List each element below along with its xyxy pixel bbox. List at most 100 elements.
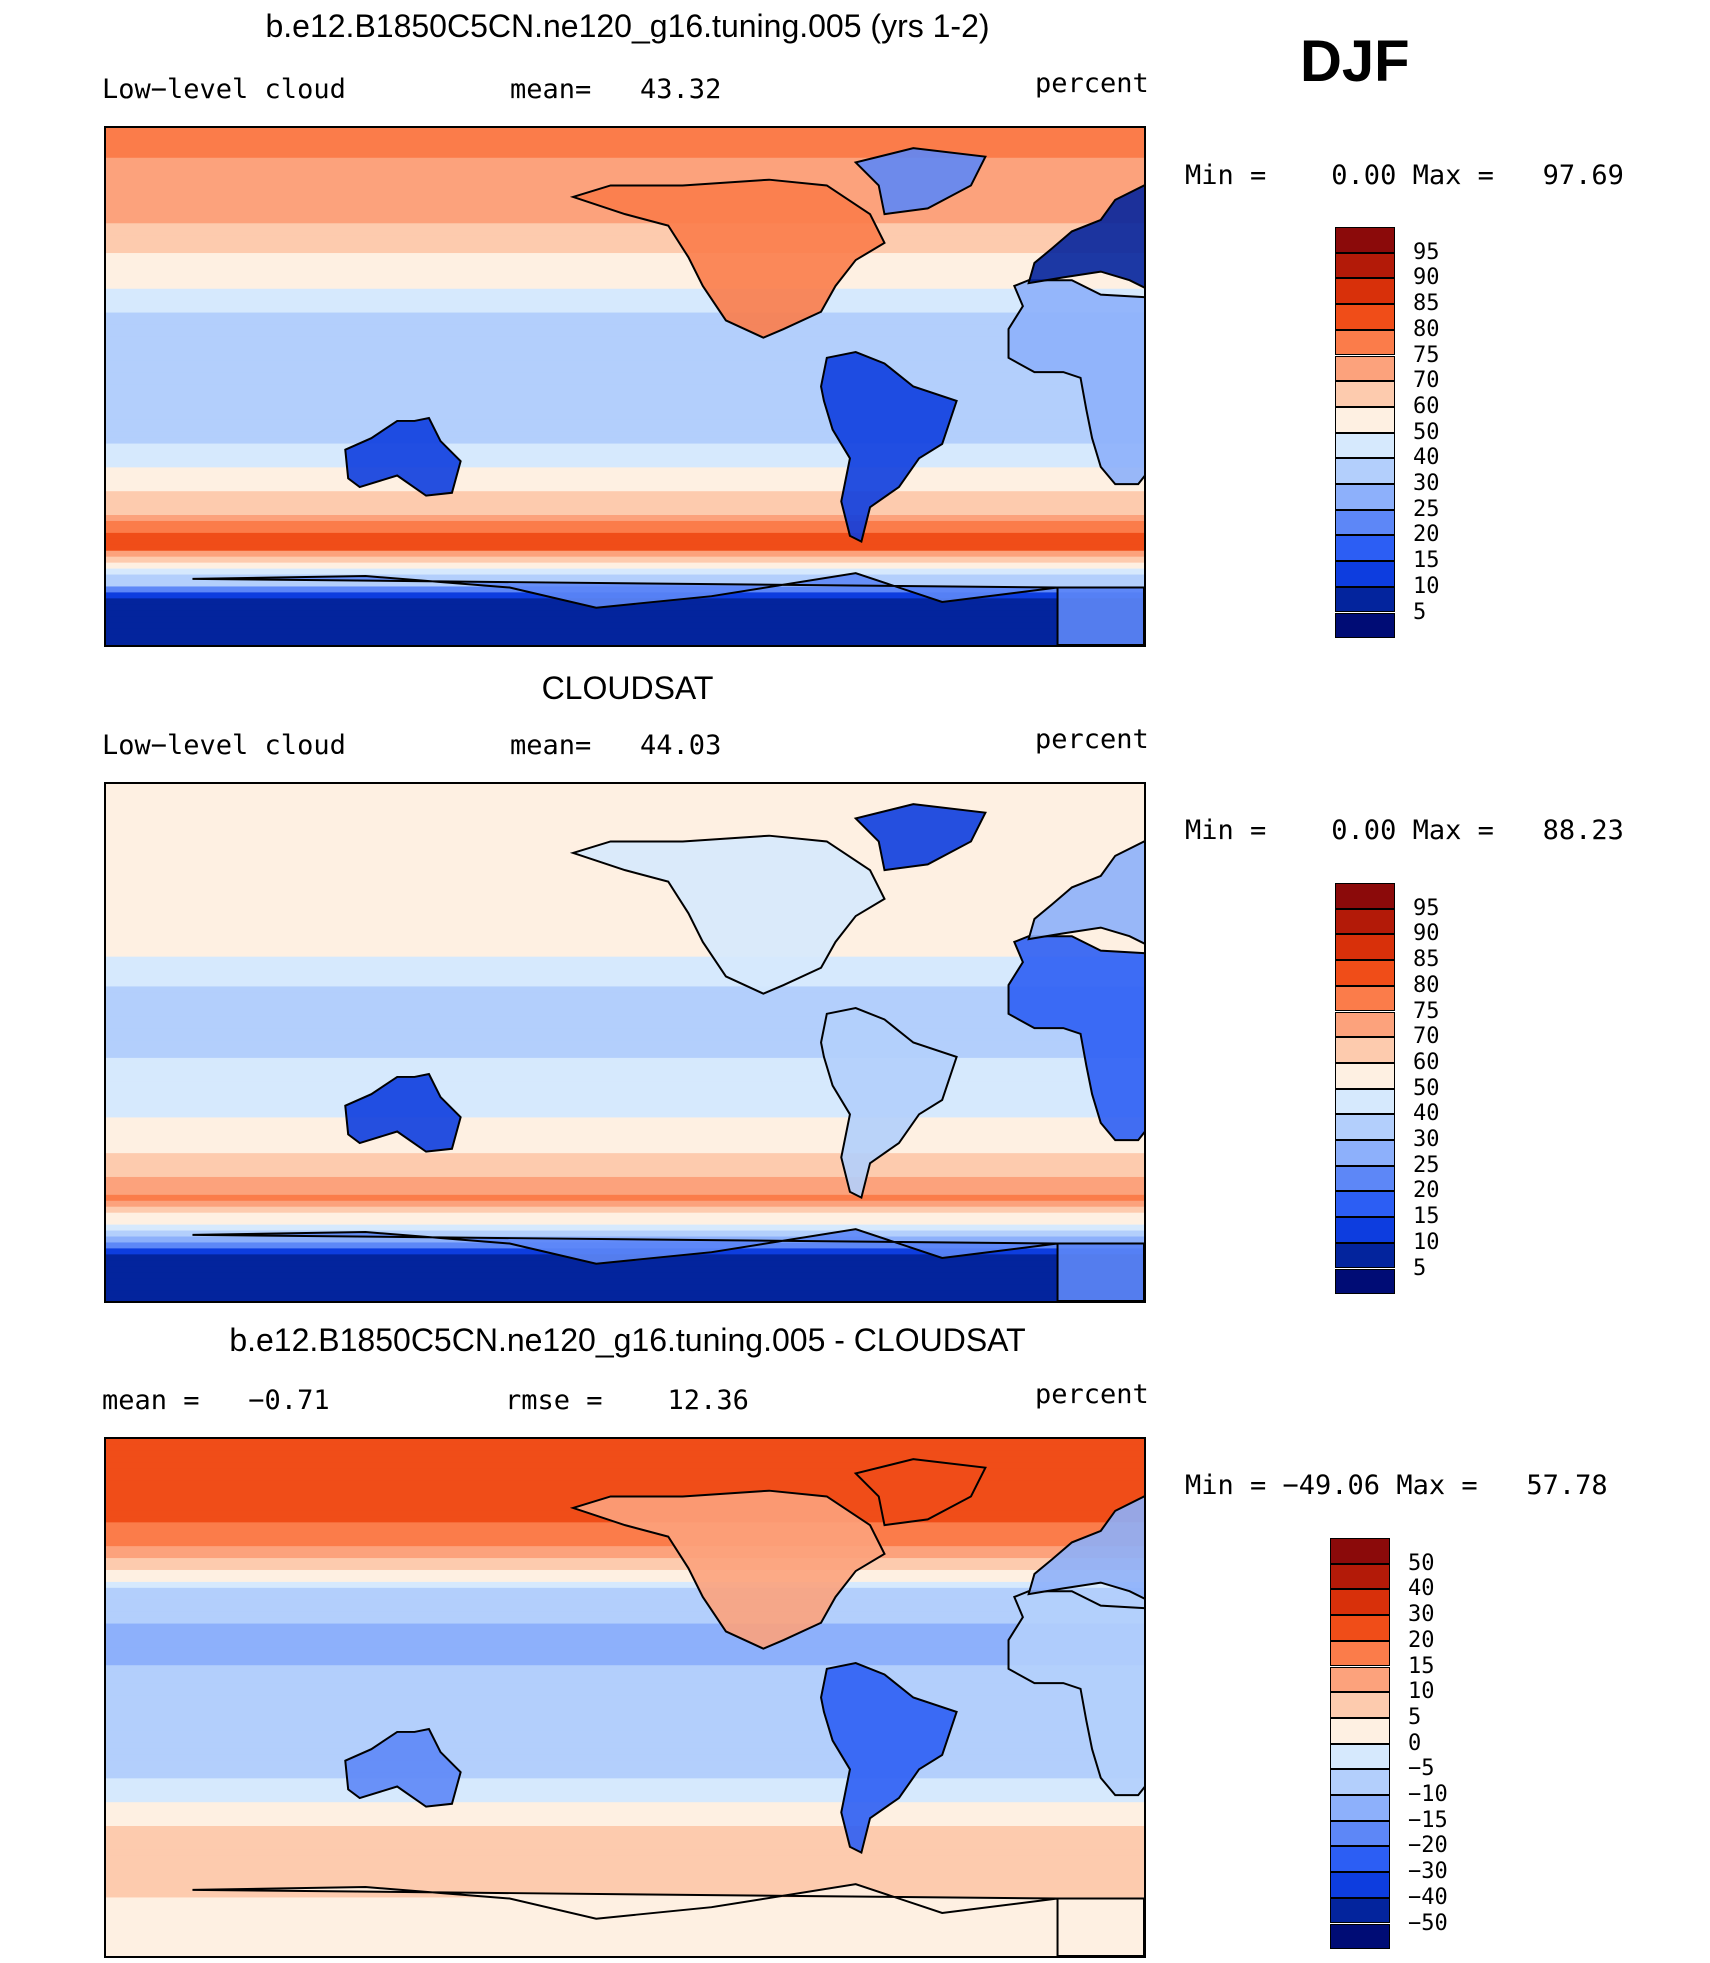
field-band <box>106 1051 1144 1059</box>
field-band <box>106 1587 1144 1595</box>
field-band <box>106 300 1144 308</box>
field-band <box>106 1266 1144 1273</box>
field-band <box>106 1718 1144 1726</box>
field-band <box>106 789 1144 797</box>
field-band <box>106 574 1144 581</box>
field-band <box>106 253 1144 260</box>
field-band <box>106 389 1144 397</box>
continent-outline <box>1027 184 1144 289</box>
field-band <box>106 825 1144 833</box>
colorbar-swatch <box>1335 278 1395 305</box>
field-band <box>106 247 1144 254</box>
field-band <box>106 1224 1144 1232</box>
field-band <box>106 1820 1144 1827</box>
continent-outline <box>1007 1590 1144 1797</box>
colorbar-swatch <box>1330 1538 1390 1564</box>
field-band <box>106 897 1144 904</box>
field-band <box>106 550 1144 558</box>
field-band <box>106 312 1144 320</box>
colorbar-swatch <box>1335 1217 1395 1243</box>
field-band <box>106 276 1144 284</box>
field-band <box>106 801 1144 809</box>
field-band <box>106 1057 1144 1065</box>
colorbar-swatch <box>1335 883 1395 909</box>
field-band <box>106 264 1144 272</box>
colorbar-swatch <box>1330 1897 1390 1924</box>
field-band <box>106 974 1144 981</box>
colorbar-swatch <box>1335 1191 1395 1218</box>
field-band <box>106 1480 1144 1488</box>
field-band <box>106 384 1144 391</box>
field-band <box>106 920 1144 928</box>
field-band <box>106 270 1144 278</box>
field-band <box>106 1951 1144 1956</box>
field-band <box>106 992 1144 999</box>
field-band <box>106 336 1144 343</box>
field-band <box>106 1296 1144 1301</box>
colorbar-label: 30 <box>1408 1602 1435 1628</box>
colorbar-swatch <box>1330 1563 1390 1590</box>
field-band <box>106 1165 1144 1172</box>
field-band <box>106 1641 1144 1648</box>
colorbar-swatch <box>1330 1692 1390 1718</box>
field-band <box>106 813 1144 821</box>
colorbar-swatch <box>1335 432 1395 459</box>
continent-outline <box>344 1072 462 1153</box>
field-band <box>106 873 1144 880</box>
colorbar-swatch <box>1335 381 1395 407</box>
field-band <box>106 1772 1144 1779</box>
field-band <box>106 223 1144 230</box>
panel-1-mean-label: mean= 43.32 <box>510 74 722 105</box>
field-band <box>106 235 1144 242</box>
panel-2-title: CLOUDSAT <box>541 670 714 706</box>
field-band <box>106 622 1144 629</box>
field-band <box>106 128 1144 135</box>
field-band <box>106 1034 1144 1041</box>
field-band <box>106 1689 1144 1696</box>
field-band <box>106 532 1144 540</box>
field-band <box>106 1004 1144 1011</box>
field-band <box>106 1135 1144 1142</box>
continent-outline <box>192 572 1144 645</box>
field-band <box>106 795 1144 803</box>
field-band <box>106 1284 1144 1291</box>
field-band <box>106 1867 1144 1875</box>
field-band <box>106 1153 1144 1160</box>
field-band <box>106 515 1144 522</box>
field-band <box>106 1808 1144 1815</box>
field-band <box>106 419 1144 427</box>
continent-outline <box>853 803 987 872</box>
panel-1-map <box>104 126 1146 647</box>
colorbar-swatch <box>1335 1011 1395 1038</box>
colorbar-swatch <box>1335 1268 1395 1295</box>
colorbar-label: 20 <box>1408 1627 1435 1653</box>
colorbar-label: 95 <box>1413 239 1440 265</box>
field-band <box>106 520 1144 528</box>
field-band <box>106 1272 1144 1279</box>
field-band <box>106 1653 1144 1660</box>
field-band <box>106 891 1144 898</box>
colorbar-swatch <box>1335 252 1395 279</box>
colorbar-swatch <box>1330 1769 1390 1795</box>
panel-3-title: b.e12.B1850C5CN.ne120_g16.tuning.005 - C… <box>229 1322 1026 1358</box>
colorbar-label: 70 <box>1413 368 1440 394</box>
field-band <box>106 956 1144 964</box>
colorbar-label: 15 <box>1413 1204 1440 1230</box>
field-band <box>106 1105 1144 1112</box>
panel-2-units-label: percent <box>1035 724 1149 755</box>
field-band <box>106 318 1144 325</box>
field-band <box>106 1939 1144 1946</box>
field-band <box>106 1730 1144 1738</box>
field-band <box>106 640 1144 645</box>
field-band <box>106 503 1144 510</box>
colorbar-label: −20 <box>1408 1833 1448 1859</box>
field-band <box>106 163 1144 171</box>
colorbar-label: −15 <box>1408 1807 1448 1833</box>
field-band <box>106 1677 1144 1684</box>
continent-outline <box>344 416 462 497</box>
field-band <box>106 449 1144 456</box>
field-band <box>106 938 1144 946</box>
field-band <box>106 962 1144 970</box>
field-band <box>106 909 1144 916</box>
field-band <box>106 1063 1144 1071</box>
